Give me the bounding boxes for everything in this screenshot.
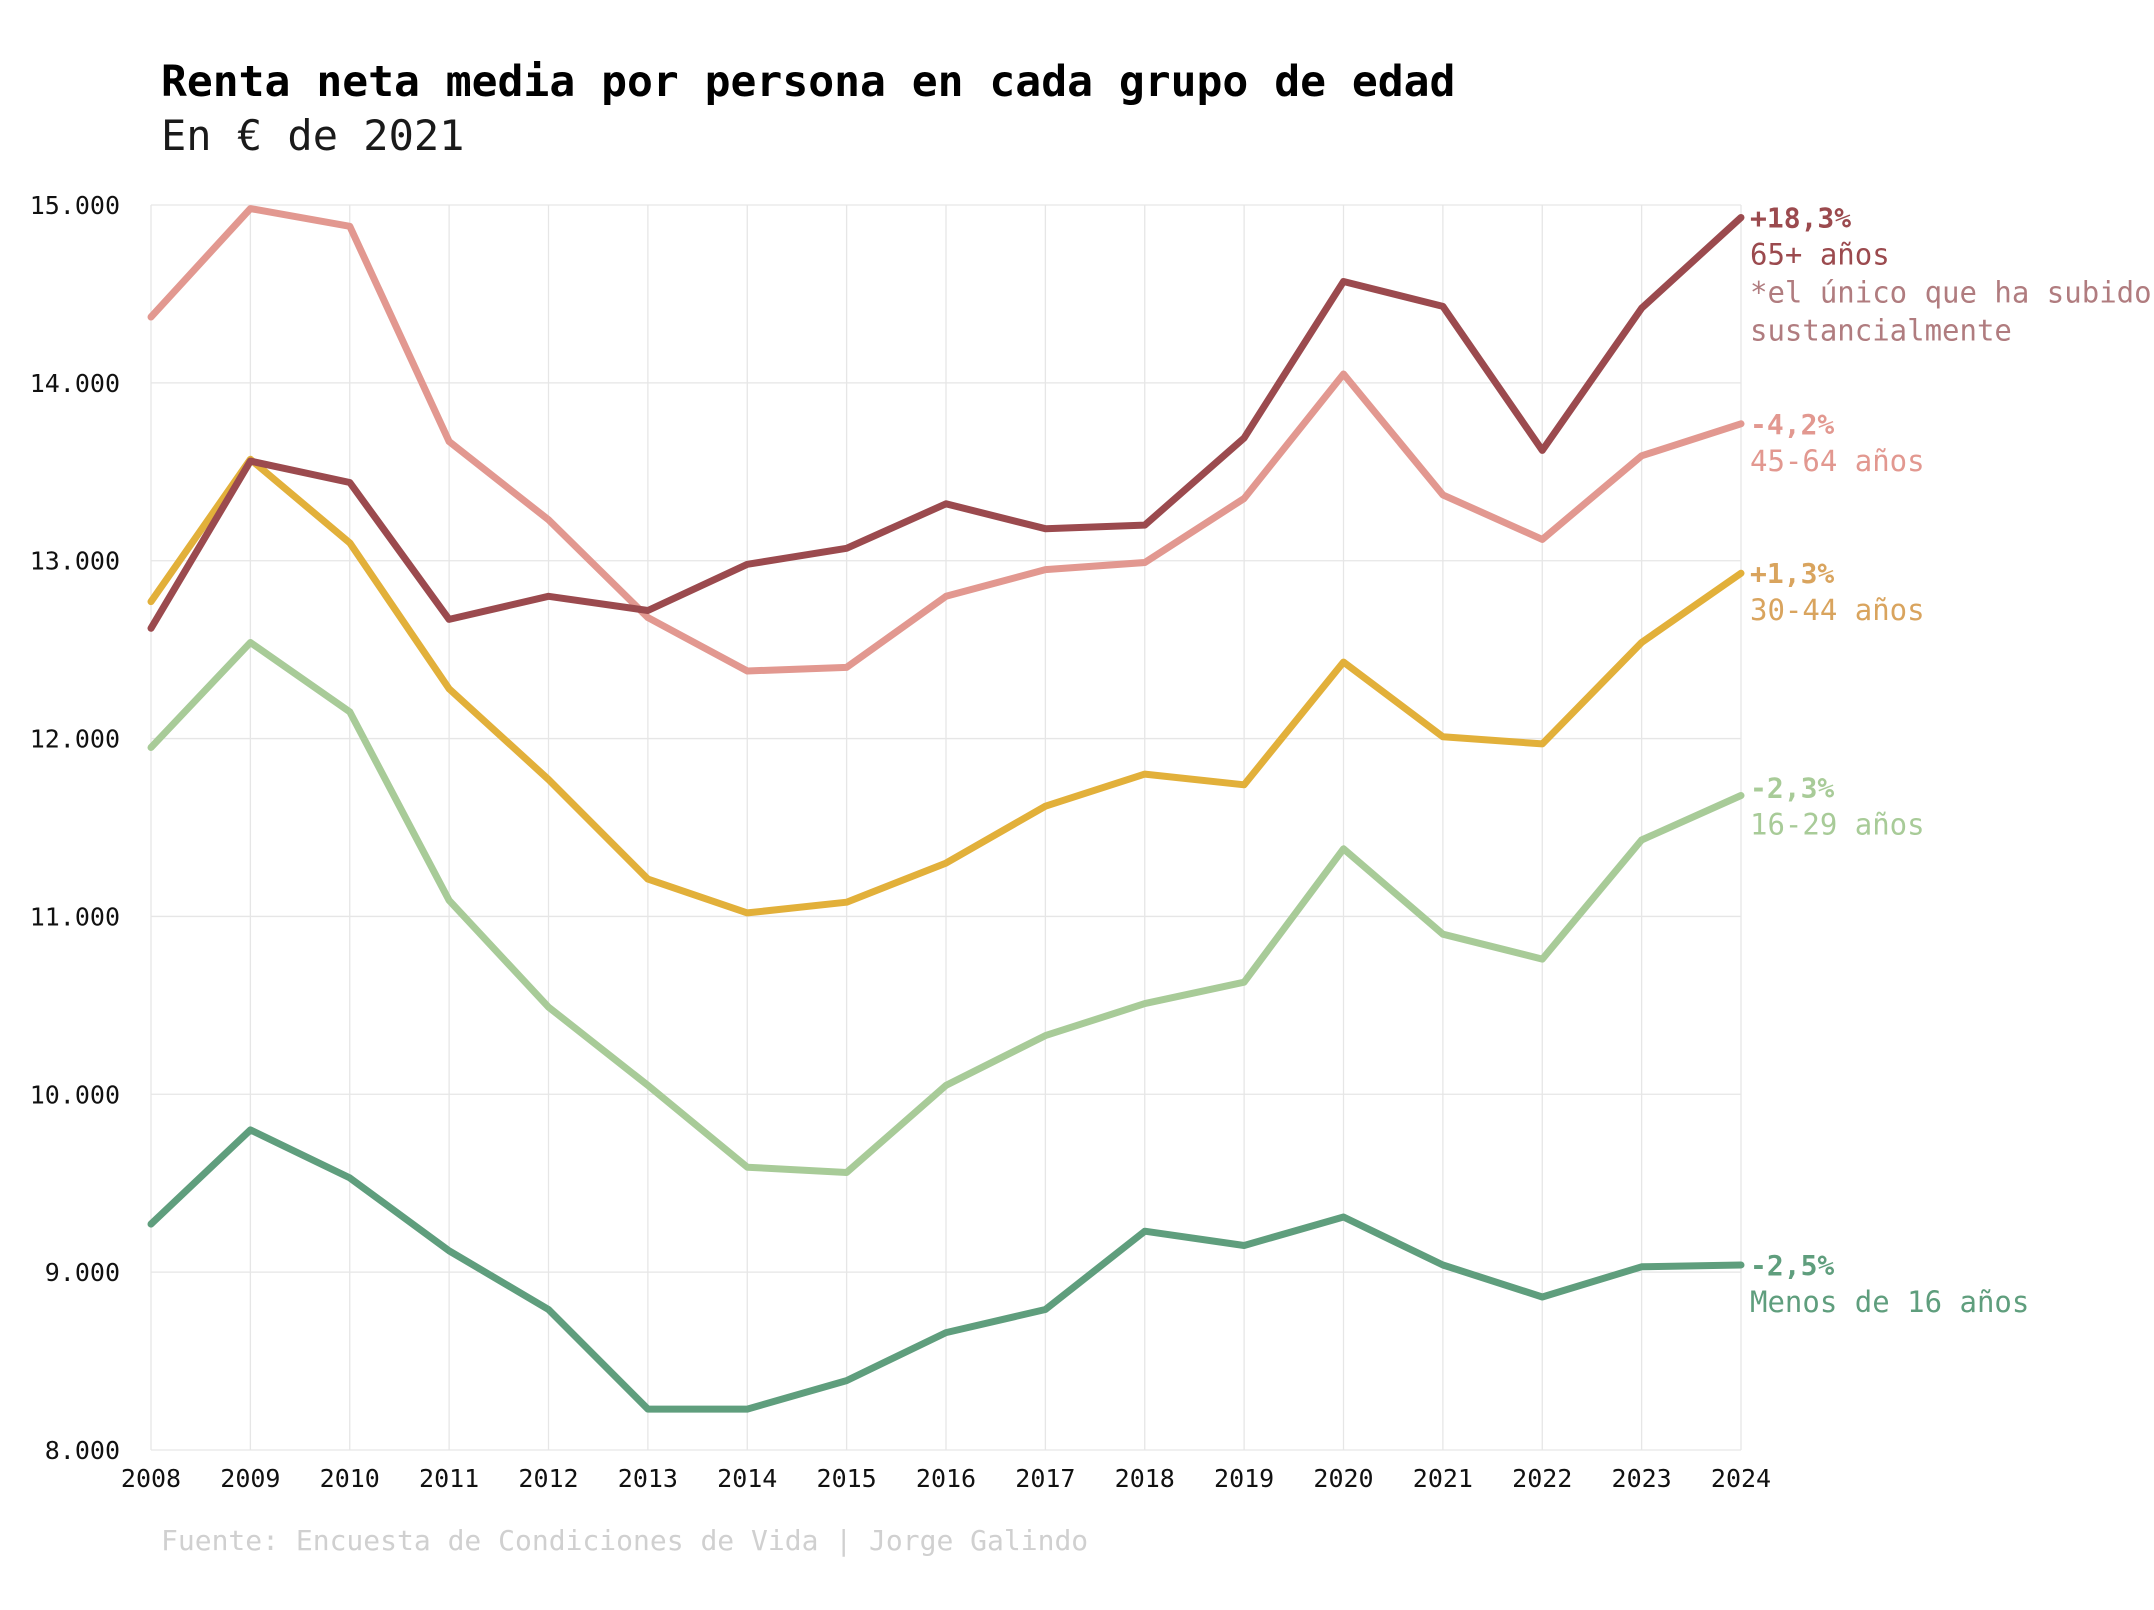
series-name-label: 45-64 años <box>1750 444 1925 478</box>
gridlines <box>150 204 1742 1451</box>
x-tick-label: 2011 <box>419 1464 479 1493</box>
series-change-label: -4,2% <box>1750 408 1834 441</box>
series-change-label: +18,3% <box>1750 201 1851 234</box>
series-name-label: Menos de 16 años <box>1750 1285 2029 1319</box>
y-tick-label: 14.000 <box>30 369 120 398</box>
x-tick-label: 2012 <box>518 1464 578 1493</box>
series-name-label: 30-44 años <box>1750 593 1925 627</box>
series-note-label: sustancialmente <box>1750 313 2012 347</box>
y-tick-label: 11.000 <box>30 902 120 931</box>
x-tick-label: 2016 <box>916 1464 976 1493</box>
x-tick-label: 2023 <box>1612 1464 1672 1493</box>
series-name-label: 16-29 años <box>1750 807 1925 841</box>
source-note: Fuente: Encuesta de Condiciones de Vida … <box>161 1524 1088 1557</box>
y-tick-label: 12.000 <box>30 725 120 754</box>
series-lines <box>147 205 1745 1413</box>
chart-title: Renta neta media por persona en cada gru… <box>161 57 1455 107</box>
series-name-label: 65+ años <box>1750 237 1890 271</box>
series-change-label: +1,3% <box>1750 557 1834 590</box>
series-change-label: -2,3% <box>1750 771 1834 804</box>
y-tick-label: 15.000 <box>30 191 120 220</box>
x-tick-label: 2013 <box>618 1464 678 1493</box>
y-tick-label: 13.000 <box>30 547 120 576</box>
x-tick-label: 2018 <box>1115 1464 1175 1493</box>
x-tick-label: 2021 <box>1413 1464 1473 1493</box>
series-note-label: *el único que ha subido <box>1750 275 2152 309</box>
x-tick-label: 2010 <box>320 1464 380 1493</box>
y-tick-label: 8.000 <box>45 1436 120 1465</box>
x-axis-ticks: 2008 2009 2010 2011 2012 2013 2014 2015 2016 2017… <box>121 1464 1771 1493</box>
series-line <box>147 214 1745 632</box>
x-tick-label: 2014 <box>717 1464 777 1493</box>
x-tick-label: 2015 <box>817 1464 877 1493</box>
y-axis-ticks: 8.000 9.000 10.000 11.000 12.000 13.000 14.000… <box>30 191 120 1465</box>
series-line <box>147 455 1745 917</box>
x-tick-label: 2009 <box>220 1464 280 1493</box>
y-tick-label: 10.000 <box>30 1080 120 1109</box>
chart-subtitle: En € de 2021 <box>161 111 464 160</box>
series-line <box>147 205 1745 675</box>
x-tick-label: 2020 <box>1313 1464 1373 1493</box>
y-tick-label: 9.000 <box>45 1258 120 1287</box>
x-tick-label: 2019 <box>1214 1464 1274 1493</box>
x-tick-label: 2024 <box>1711 1464 1771 1493</box>
x-tick-label: 2008 <box>121 1464 181 1493</box>
series-change-label: -2,5% <box>1750 1249 1834 1282</box>
x-tick-label: 2017 <box>1015 1464 1075 1493</box>
series-line <box>147 639 1745 1176</box>
series-line <box>147 1126 1745 1413</box>
series-labels: +18,3%65+ años *el único que ha subido sus… <box>1750 201 2152 1319</box>
x-tick-label: 2022 <box>1512 1464 1572 1493</box>
